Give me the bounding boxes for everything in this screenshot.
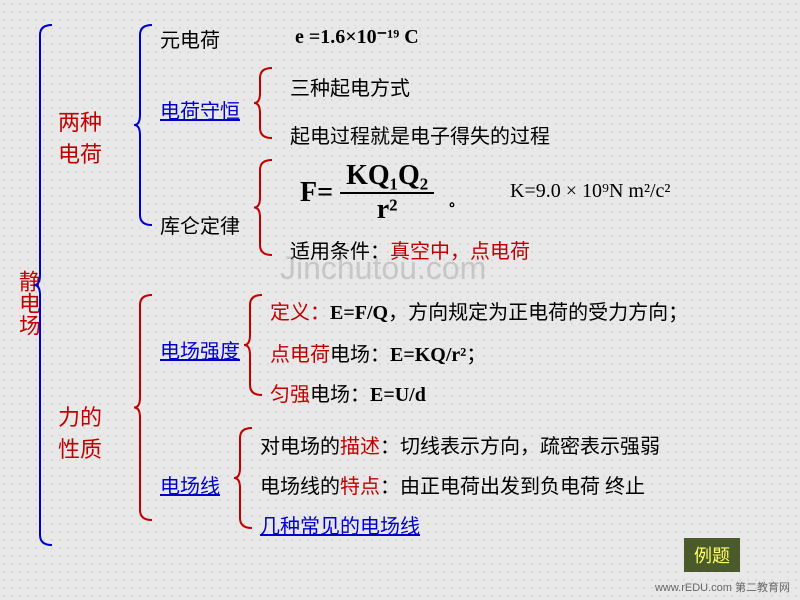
charges_brace [134, 25, 152, 225]
lines_brace [234, 428, 252, 528]
root_brace [34, 25, 52, 545]
strength_brace [244, 295, 262, 395]
force_brace [134, 295, 152, 520]
diagram-content: 静电场 两种电荷 力的性质 元电荷 e =1.6×10⁻¹⁹ C 电荷守恒 三种… [0, 0, 800, 600]
coulomb_brace [254, 160, 272, 255]
brace-layer [0, 0, 800, 600]
conserve_brace [254, 68, 272, 138]
